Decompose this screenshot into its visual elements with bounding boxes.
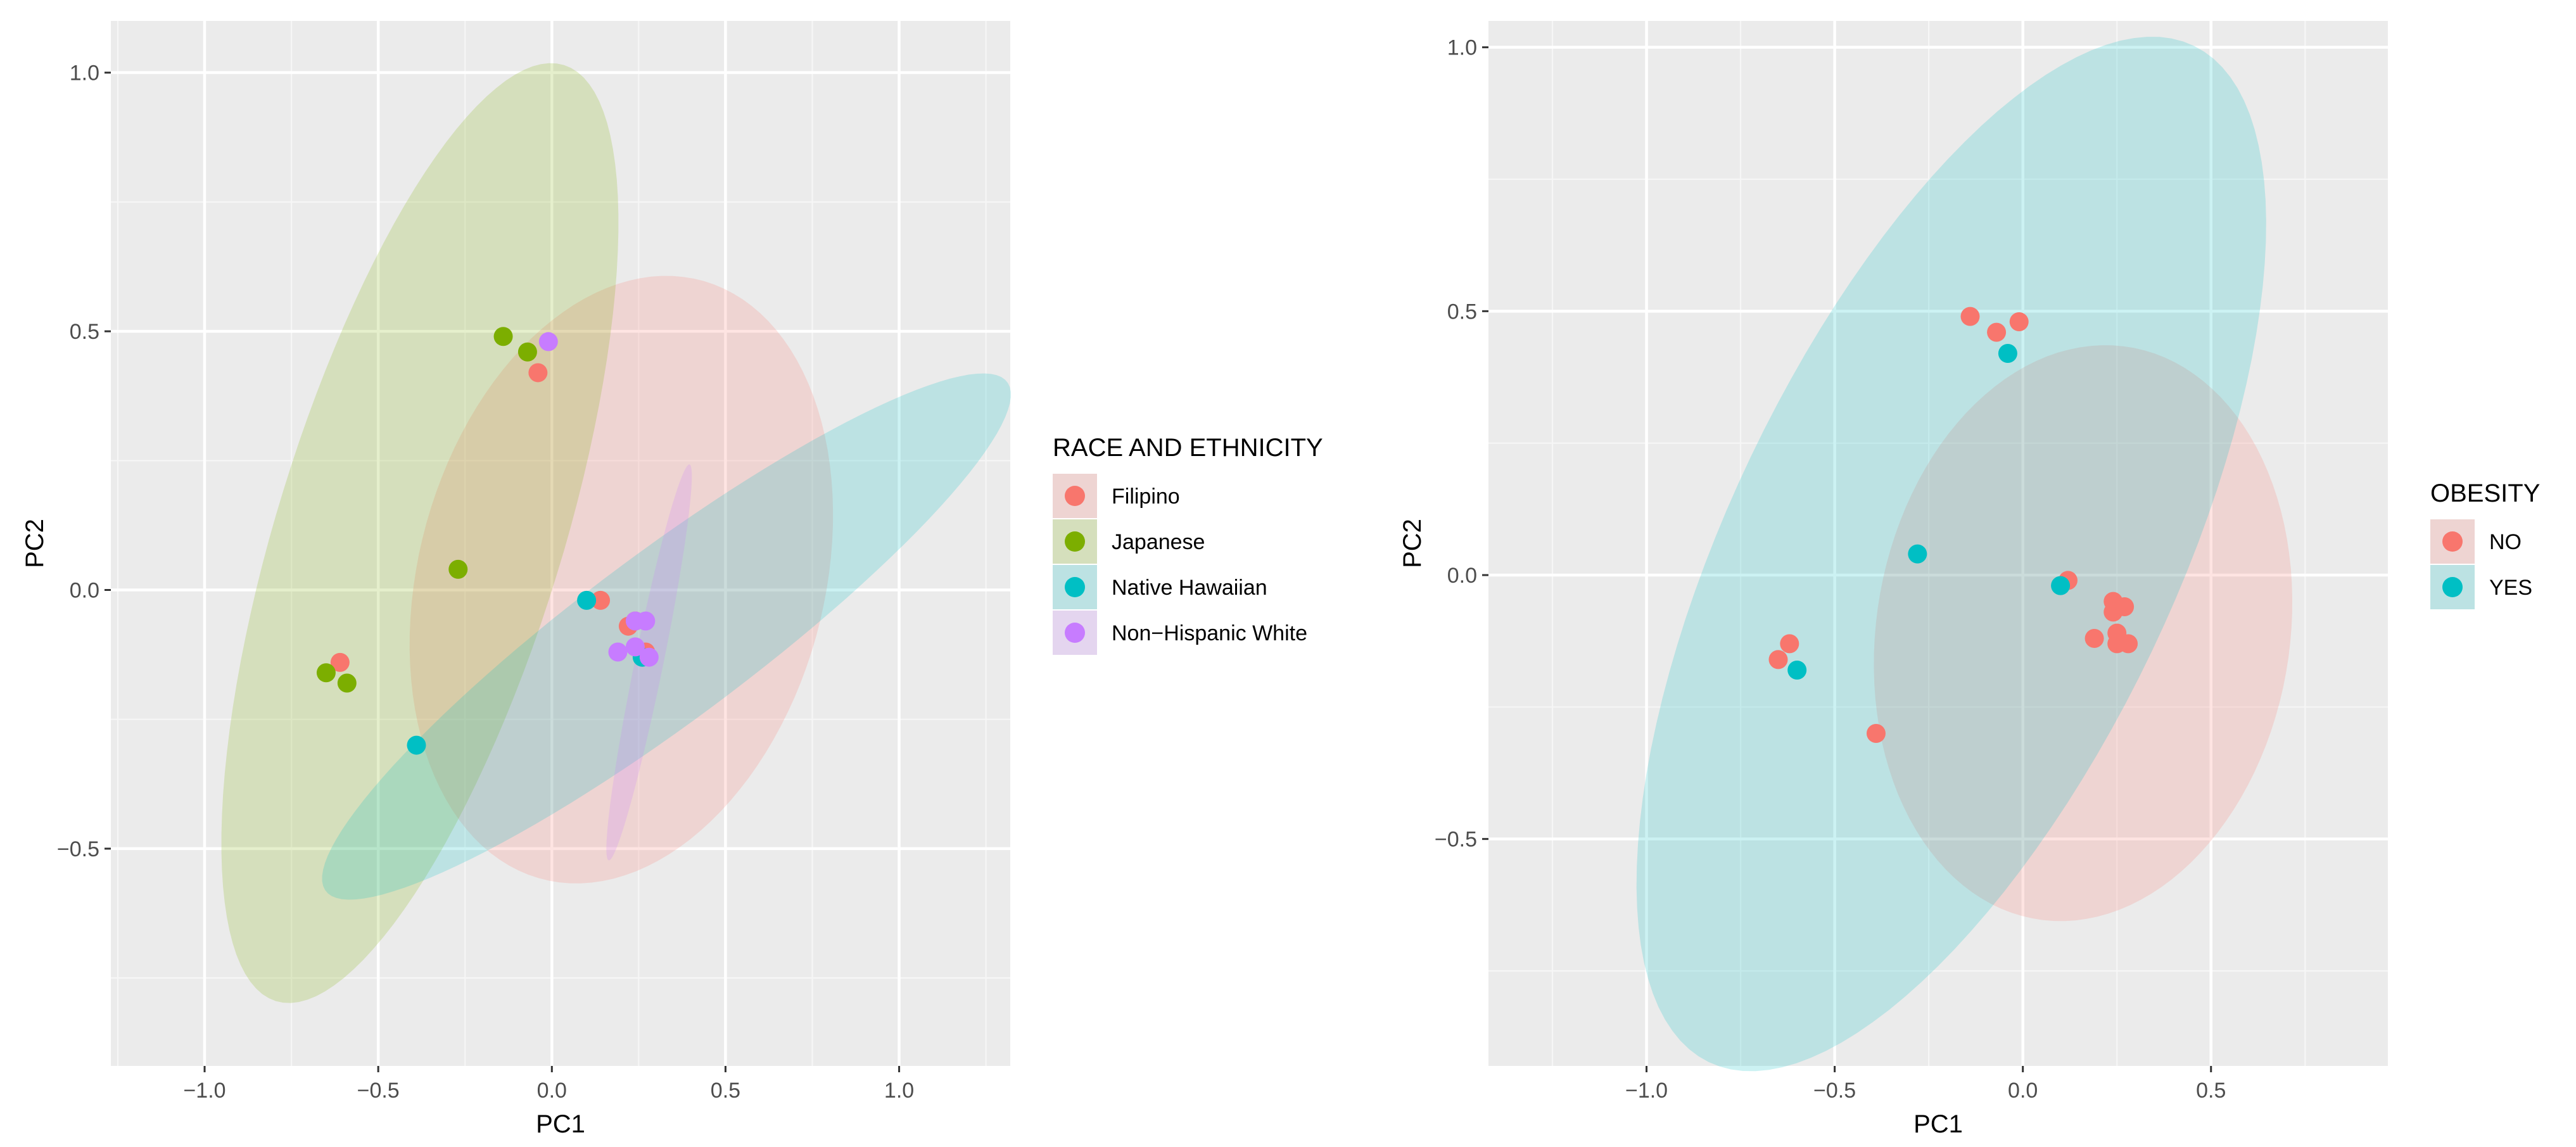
legend-label-yes: YES [2489,576,2532,600]
legend-item-yes: YES [2430,565,2532,609]
point-yes [2051,576,2071,595]
left-chart: −1.0 −0.5 0.0 0.5 1.0 −0.50.00.51.0 PC1 PC2 … [21,21,1323,1138]
legend-key-point [2442,531,2463,552]
left-gridlines [111,21,1010,1066]
legend-key-point [1065,486,1085,506]
legend-label-native-hawaiian: Native Hawaiian [1112,576,1267,600]
y-tick-label: 1.0 [1447,36,1477,60]
point-no [1960,307,1980,326]
left-x-axis-title: PC1 [536,1110,585,1138]
point-native-hawaiian [407,735,426,755]
point-no [1780,634,1799,654]
y-tick-label: −0.5 [57,837,99,861]
point-japanese [493,327,513,346]
point-filipino [528,363,548,383]
legend-item-native-hawaiian: Native Hawaiian [1053,565,1267,609]
legend-label-filipino: Filipino [1112,485,1180,509]
right-y-axis-title: PC2 [1399,519,1426,568]
left-points [316,327,659,755]
x-tick-label: −1.0 [1625,1079,1668,1103]
y-tick-label: 0.0 [1447,564,1477,588]
right-gridlines [1488,21,2388,1066]
right-x-axis: −1.0 −0.5 0.0 0.5 [1625,1066,2226,1103]
x-tick-label: 0.5 [711,1079,740,1103]
right-legend-title: OBESITY [2430,479,2540,507]
right-panel-background [1488,21,2388,1066]
point-no [2084,629,2104,648]
legend-key-point [1065,531,1085,552]
right-legend: OBESITY NO YES [2430,479,2540,609]
left-legend-title: RACE AND ETHNICITY [1053,434,1323,462]
x-tick-label: −0.5 [357,1079,400,1103]
legend-item-filipino: Filipino [1053,474,1180,518]
right-y-axis: −0.5 0.0 0.5 1.0 [1435,36,1488,852]
point-filipino [330,652,350,672]
point-filipino [591,590,611,610]
legend-label-non-hispanic-white: Non−Hispanic White [1112,621,1307,645]
x-tick-label: 0.5 [2196,1079,2226,1103]
right-points [1768,307,2138,743]
legend-item-no: NO [2430,519,2522,564]
point-japanese [448,559,468,579]
legend-key-point [1065,623,1085,643]
point-non-hispanic-white [538,332,558,352]
legend-label-japanese: Japanese [1112,530,1205,554]
point-yes [1908,544,1927,564]
ellipse-no [1874,345,2292,922]
ellipse-native-hawaiian [322,373,1011,900]
ellipse-filipino [409,276,834,884]
point-non-hispanic-white [608,642,628,662]
point-non-hispanic-white [636,611,656,631]
legend-item-non-hispanic-white: Non−Hispanic White [1053,611,1307,655]
point-no [2009,312,2029,331]
left-ellipses [221,63,1011,1003]
legend-label-no: NO [2489,530,2522,554]
y-tick-label: −0.5 [1435,828,1477,852]
left-x-axis: −1.0 −0.5 0.0 0.5 1.0 [183,1066,914,1103]
point-no [2115,597,2135,616]
left-y-axis-title: PC2 [21,519,49,568]
left-y-axis: −0.5 0.0 0.5 1.0 [57,61,111,861]
ellipse-yes [1636,37,2266,1072]
y-tick-label: 0.5 [1447,300,1477,324]
y-tick-label: 0.5 [70,320,99,344]
y-tick-label: 0.0 [70,579,99,603]
point-no [2107,634,2127,654]
ellipse-japanese [221,63,619,1003]
legend-key-point [1065,577,1085,597]
left-panel-background [111,21,1010,1066]
point-no [1866,724,1886,743]
legend-item-japanese: Japanese [1053,519,1205,564]
point-non-hispanic-white [639,647,659,667]
right-x-axis-title: PC1 [1913,1110,1963,1138]
point-yes [1998,344,2017,363]
y-tick-label: 1.0 [70,61,99,86]
x-tick-label: −0.5 [1813,1079,1856,1103]
x-tick-label: 0.0 [2008,1079,2038,1103]
right-chart: −1.0 −0.5 0.0 0.5 −0.5 0.0 0.5 1.0 PC1 PC2 OBE… [1399,21,2540,1138]
x-tick-label: 1.0 [884,1079,914,1103]
right-ellipses [1636,37,2292,1072]
point-japanese [337,673,357,693]
point-yes [1787,661,1807,680]
point-japanese [517,342,537,362]
x-tick-label: −1.0 [183,1079,225,1103]
legend-key-point [2442,577,2463,597]
point-non-hispanic-white [625,637,645,657]
point-japanese [316,663,336,683]
point-no [1987,322,2007,342]
point-native-hawaiian [577,590,597,610]
point-no [1768,650,1788,669]
x-tick-label: 0.0 [537,1079,567,1103]
left-legend: RACE AND ETHNICITY Filipino Japanese Nat… [1053,434,1323,655]
